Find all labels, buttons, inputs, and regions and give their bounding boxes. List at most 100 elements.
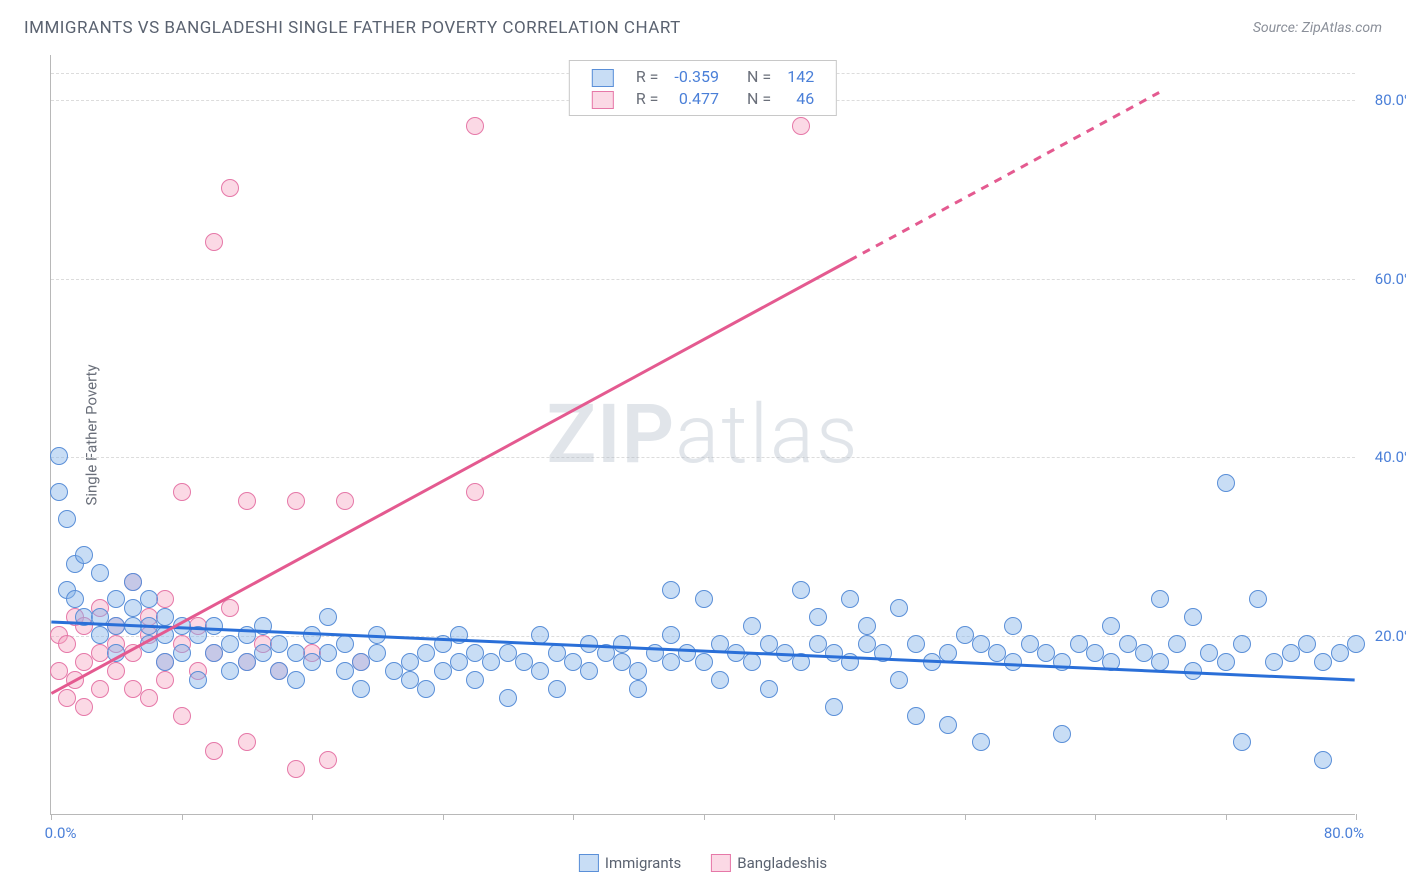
immigrants-point (156, 653, 174, 671)
immigrants-point (988, 644, 1006, 662)
immigrants-point (662, 653, 680, 671)
immigrants-point (809, 635, 827, 653)
immigrants-point (124, 617, 142, 635)
immigrants-point (401, 671, 419, 689)
immigrants-point (50, 483, 68, 501)
x-tick (1226, 814, 1227, 820)
immigrants-point (695, 653, 713, 671)
immigrants-point (760, 680, 778, 698)
immigrants-point (287, 644, 305, 662)
immigrants-point (1298, 635, 1316, 653)
source-label: Source: ZipAtlas.com (1253, 20, 1382, 36)
watermark-bold: ZIP (546, 387, 675, 483)
immigrants-point (91, 626, 109, 644)
immigrants-point (629, 680, 647, 698)
immigrants-point (564, 653, 582, 671)
y-axis-title: Single Father Poverty (83, 364, 101, 505)
legend-n-label: N = (727, 66, 779, 88)
immigrants-point (548, 644, 566, 662)
bangladeshis-point (466, 483, 484, 501)
legend-swatch-immigrants (592, 69, 614, 87)
y-tick-label: 80.0% (1375, 91, 1406, 109)
bangladeshis-point (91, 680, 109, 698)
immigrants-point (1265, 653, 1283, 671)
x-tick (51, 814, 52, 820)
immigrants-point (760, 635, 778, 653)
immigrants-point (107, 617, 125, 635)
immigrants-point (776, 644, 794, 662)
immigrants-point (923, 653, 941, 671)
immigrants-point (1086, 644, 1104, 662)
immigrants-point (841, 653, 859, 671)
bangladeshis-point (792, 117, 810, 135)
trend-lines-svg (51, 55, 1355, 814)
immigrants-point (336, 662, 354, 680)
immigrants-point (1314, 653, 1332, 671)
immigrants-point (124, 573, 142, 591)
immigrants-point (1217, 474, 1235, 492)
immigrants-point (66, 590, 84, 608)
immigrants-point (531, 626, 549, 644)
immigrants-point (173, 644, 191, 662)
bangladeshis-point (287, 760, 305, 778)
x-tick (1095, 814, 1096, 820)
immigrants-point (156, 626, 174, 644)
bangladeshis-point (287, 492, 305, 510)
x-tick (443, 814, 444, 820)
bangladeshis-point (205, 233, 223, 251)
legend-top-row-immigrants: R = -0.359 N = 142 (584, 66, 822, 88)
immigrants-point (711, 671, 729, 689)
immigrants-point (907, 635, 925, 653)
immigrants-point (841, 590, 859, 608)
immigrants-point (254, 617, 272, 635)
immigrants-point (173, 617, 191, 635)
immigrants-point (303, 626, 321, 644)
immigrants-point (1233, 733, 1251, 751)
immigrants-point (1102, 653, 1120, 671)
immigrants-point (792, 581, 810, 599)
legend-r-value-bangladeshis: 0.477 (666, 88, 727, 110)
immigrants-point (336, 635, 354, 653)
x-tick (182, 814, 183, 820)
bangladeshis-point (173, 483, 191, 501)
bangladeshis-point (205, 742, 223, 760)
immigrants-point (482, 653, 500, 671)
immigrants-point (580, 662, 598, 680)
bangladeshis-point (58, 689, 76, 707)
bangladeshis-point (75, 698, 93, 716)
immigrants-point (1070, 635, 1088, 653)
x-tick (965, 814, 966, 820)
legend-bottom-bangladeshis: Bangladeshis (711, 854, 827, 872)
immigrants-point (107, 590, 125, 608)
immigrants-point (531, 662, 549, 680)
immigrants-point (1151, 653, 1169, 671)
legend-n-value-bangladeshis: 46 (779, 88, 822, 110)
immigrants-point (743, 617, 761, 635)
immigrants-point (1168, 635, 1186, 653)
bangladeshis-point (58, 635, 76, 653)
immigrants-point (711, 635, 729, 653)
immigrants-point (499, 644, 517, 662)
immigrants-point (1135, 644, 1153, 662)
legend-n-value-immigrants: 142 (779, 66, 822, 88)
immigrants-point (270, 662, 288, 680)
immigrants-point (1331, 644, 1349, 662)
legend-top: R = -0.359 N = 142 R = 0.477 N = 46 (569, 60, 837, 116)
bangladeshis-point (238, 733, 256, 751)
legend-top-row-bangladeshis: R = 0.477 N = 46 (584, 88, 822, 110)
immigrants-point (368, 626, 386, 644)
immigrants-point (319, 644, 337, 662)
immigrants-point (678, 644, 696, 662)
x-tick (1356, 814, 1357, 820)
immigrants-point (91, 608, 109, 626)
immigrants-point (809, 608, 827, 626)
immigrants-point (1053, 653, 1071, 671)
legend-r-label: R = (628, 88, 667, 110)
y-tick-label: 60.0% (1375, 270, 1406, 288)
immigrants-point (890, 671, 908, 689)
immigrants-point (238, 653, 256, 671)
immigrants-point (1217, 653, 1235, 671)
x-tick (704, 814, 705, 820)
plot-area: Single Father Poverty ZIPatlas R = -0.35… (50, 55, 1355, 815)
immigrants-point (1037, 644, 1055, 662)
